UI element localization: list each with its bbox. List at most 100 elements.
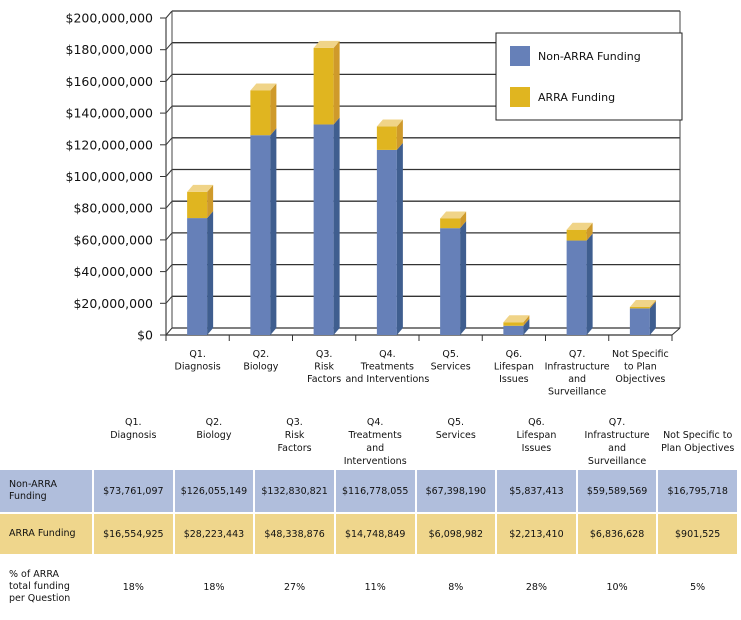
table-column-header-line: Lifespan — [516, 430, 557, 441]
table-cell: 18% — [94, 556, 173, 618]
gridline-connector — [165, 295, 173, 304]
bar-group — [629, 299, 656, 335]
table-cell: 8% — [416, 556, 496, 618]
table-column-header: Q7. Infrastructure and Surveillance — [578, 416, 657, 468]
y-tick-label: $160,000,000 — [66, 74, 154, 89]
gridline-connector — [165, 169, 173, 177]
table-cell: $16,795,718 — [658, 470, 737, 512]
bar-segment-non-arra — [440, 228, 461, 335]
bar-side-non-arra — [396, 142, 403, 335]
x-category-label-line: Factors — [307, 374, 341, 385]
table-column-header: Q3. Risk Factors — [255, 416, 334, 468]
gridline-connector — [165, 10, 173, 19]
bar-segment-non-arra — [376, 149, 397, 335]
table-cell: $59,589,569 — [577, 470, 657, 512]
table-cell: $28,223,443 — [174, 514, 254, 554]
x-category-label-line: Q1. — [189, 349, 206, 360]
x-category-label-line: Q6. — [506, 349, 523, 360]
table-column-header-line: Infrastructure — [584, 430, 650, 441]
table-header-row: Q1. Diagnosis Q2. Biology Q3. Risk Factors Q4. T… — [0, 416, 737, 468]
axes — [160, 11, 681, 341]
y-tick-label: $20,000,000 — [73, 296, 153, 311]
y-tick-label: $60,000,000 — [73, 232, 153, 247]
y-tick-label: $140,000,000 — [66, 106, 154, 121]
gridline-connector — [165, 137, 173, 146]
bar-segment-non-arra — [503, 325, 524, 335]
x-category-label: Q3. Risk Factors — [307, 349, 341, 385]
x-category-label: Q6. Lifespan Issues — [494, 349, 534, 385]
table-cell: $16,554,925 — [94, 514, 173, 554]
table-column-header-line: Issues — [521, 443, 552, 454]
table-column-header-line: Q6. — [528, 417, 545, 428]
gridline-connector — [165, 232, 173, 241]
x-category-label-line: Services — [431, 362, 471, 373]
x-category-label-line: Q4. — [379, 349, 396, 360]
legend-swatch-non-arra — [510, 46, 530, 66]
x-category-label-line: Risk — [314, 362, 334, 373]
table-column-header-line: Not Specific to — [663, 430, 733, 441]
table-cell: $116,778,055 — [335, 470, 415, 512]
stacked-bar-chart: $0 $20,000,000 $40,000,000 $60,000,000 $80,0… — [66, 10, 683, 398]
x-category-label: Q5. Services — [431, 349, 471, 373]
bar-group — [313, 40, 340, 335]
bar-top — [566, 222, 593, 230]
table-cell: $48,338,876 — [255, 514, 334, 554]
table-column-header: Q5. Services — [417, 416, 496, 468]
x-category-label-line: Q3. — [316, 349, 333, 360]
table-corner — [0, 416, 92, 468]
y-axis-tick-labels: $0 $20,000,000 $40,000,000 $60,000,000 $80,0… — [66, 11, 154, 343]
bar-top — [440, 211, 467, 219]
bar-side-non-arra — [270, 128, 277, 335]
gridline-connector — [165, 264, 173, 272]
gridline-connector — [165, 327, 173, 336]
y-tick-label: $200,000,000 — [66, 11, 154, 26]
table-row-percent-arra: % of ARRA total funding per Question 18% 18%… — [0, 556, 737, 618]
bar-segment-non-arra — [250, 135, 271, 335]
x-category-label-line: and — [568, 374, 586, 385]
table-cell: $2,213,410 — [497, 514, 576, 554]
table-column-header-line: Q7. — [608, 417, 626, 428]
legend-swatch-arra — [510, 87, 530, 107]
table-cell: 5% — [658, 556, 737, 618]
table-column-header-line: Services — [435, 430, 476, 441]
bar-segment-arra — [313, 47, 334, 125]
table-cell: $132,830,821 — [255, 470, 334, 512]
bar-side-arra — [333, 40, 340, 125]
x-category-label-line: Q5. — [442, 349, 459, 360]
x-category-label-line: Q2. — [253, 349, 270, 360]
bar-group — [566, 222, 593, 335]
bar-side-non-arra — [207, 211, 214, 335]
bar-side-non-arra — [586, 233, 593, 335]
table-column-header-line: Q5. — [447, 417, 465, 428]
bar-top — [250, 83, 277, 91]
x-category-label-line: Treatments — [360, 362, 414, 373]
bar-group — [376, 119, 403, 335]
table-column-header-line: Treatments — [348, 430, 402, 441]
table-row-arra-funding: ARRA Funding $16,554,925 $28,223,443 $48,33… — [0, 514, 737, 554]
floor-right-edge — [671, 327, 681, 336]
x-category-label-line: Diagnosis — [175, 362, 221, 373]
bar-segment-non-arra — [187, 218, 208, 335]
table-cell: $126,055,149 — [174, 470, 254, 512]
table-column-header-line: Q3. — [286, 417, 303, 428]
y-tick-label: $0 — [137, 328, 153, 343]
table-cell: $73,761,097 — [94, 470, 173, 512]
table-cell: 28% — [497, 556, 576, 618]
x-category-label-line: Infrastructure — [545, 362, 610, 373]
gridline-connector — [165, 105, 173, 114]
x-category-label-line: to Plan — [624, 362, 657, 373]
table-cell: $5,837,413 — [497, 470, 576, 512]
gridline-connector — [165, 200, 173, 209]
bar-side-non-arra — [333, 117, 340, 335]
table-column-header-line: Factors — [277, 443, 312, 454]
table-cell: 11% — [335, 556, 415, 618]
table-column-header-line: Q2. — [205, 417, 223, 428]
table-row-label: % of ARRA total funding per Question — [0, 556, 92, 618]
table-cell: 27% — [255, 556, 334, 618]
bar-side-arra — [207, 184, 214, 219]
x-category-label: Q4. Treatments and Interventions — [345, 349, 429, 385]
table-cell: 18% — [174, 556, 254, 618]
bar-segment-non-arra — [313, 124, 334, 335]
table-row-label: ARRA Funding — [0, 514, 92, 554]
bar-group — [250, 83, 277, 335]
